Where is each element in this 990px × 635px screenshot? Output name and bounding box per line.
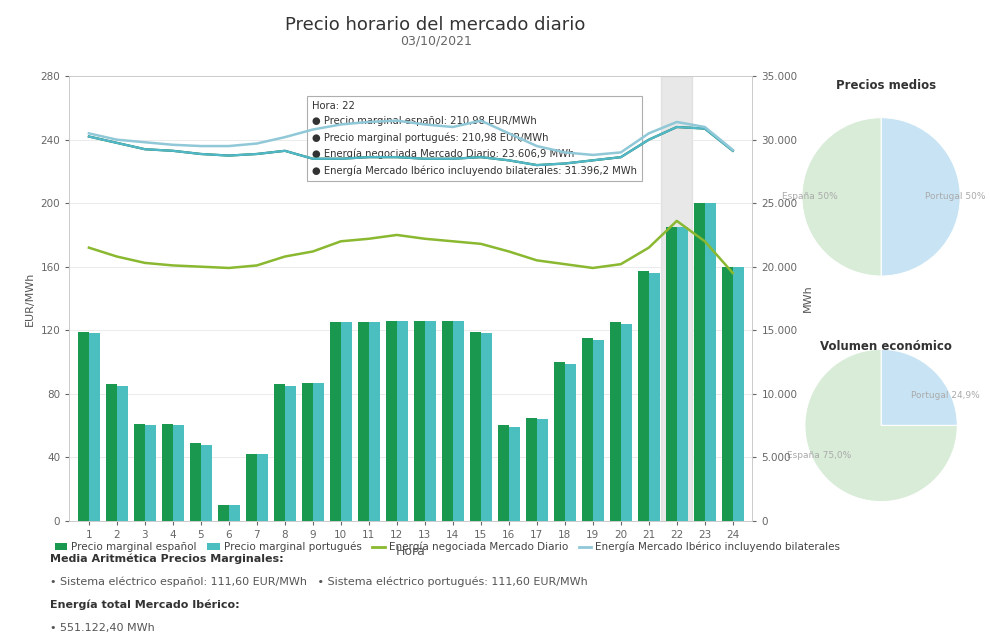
Bar xyxy=(273,384,285,521)
Bar xyxy=(414,321,425,521)
Bar xyxy=(229,505,241,521)
Text: Hora: 22
● Precio marginal español: 210,98 EUR/MWh
● Precio marginal portugués: : Hora: 22 ● Precio marginal español: 210,… xyxy=(312,101,637,176)
Bar xyxy=(357,323,369,521)
Bar xyxy=(161,424,173,521)
Bar xyxy=(218,505,229,521)
Text: • Sistema eléctrico español: 111,60 EUR/MWh   • Sistema eléctrico portugués: 111: • Sistema eléctrico español: 111,60 EUR/… xyxy=(50,577,587,587)
Bar xyxy=(134,424,145,521)
Bar xyxy=(256,454,268,521)
Bar xyxy=(397,321,408,521)
X-axis label: Hora: Hora xyxy=(396,545,426,558)
Bar xyxy=(665,227,677,521)
Bar xyxy=(610,323,621,521)
Bar xyxy=(677,227,688,521)
Bar xyxy=(452,321,464,521)
Bar xyxy=(733,267,744,521)
Bar xyxy=(582,338,593,521)
Text: Media Aritmética Precios Marginales:: Media Aritmética Precios Marginales: xyxy=(50,554,283,564)
Bar xyxy=(498,425,509,521)
Bar xyxy=(285,386,296,521)
Bar xyxy=(106,384,117,521)
Bar xyxy=(369,323,380,521)
Text: Precio horario del mercado diario: Precio horario del mercado diario xyxy=(285,16,586,34)
Bar xyxy=(621,324,632,521)
Text: Portugal 50%: Portugal 50% xyxy=(925,192,985,201)
Bar xyxy=(313,382,324,521)
Bar xyxy=(481,333,492,521)
Wedge shape xyxy=(881,349,957,425)
Text: España 50%: España 50% xyxy=(782,192,838,201)
Text: 03/10/2021: 03/10/2021 xyxy=(400,35,471,48)
Bar xyxy=(173,425,184,521)
Bar xyxy=(386,321,397,521)
Bar xyxy=(509,427,520,521)
Bar xyxy=(246,454,256,521)
Bar xyxy=(694,203,705,521)
Bar xyxy=(593,340,604,521)
Wedge shape xyxy=(805,349,957,502)
Bar xyxy=(302,382,313,521)
Bar xyxy=(330,323,341,521)
Bar xyxy=(425,321,436,521)
Bar xyxy=(201,444,212,521)
Legend: Precio marginal español, Precio marginal portugués, Energía negociada Mercado Di: Precio marginal español, Precio marginal… xyxy=(54,542,841,552)
Bar xyxy=(190,443,201,521)
Bar xyxy=(638,272,648,521)
Bar xyxy=(648,273,660,521)
Bar xyxy=(117,386,128,521)
Bar xyxy=(553,362,565,521)
Bar xyxy=(661,76,692,521)
Bar xyxy=(145,425,156,521)
Bar xyxy=(565,363,576,521)
Y-axis label: MWh: MWh xyxy=(803,284,813,312)
Bar xyxy=(537,419,548,521)
Text: • 551.122,40 MWh: • 551.122,40 MWh xyxy=(50,622,154,632)
Bar xyxy=(469,331,481,521)
Bar xyxy=(526,418,537,521)
Bar xyxy=(722,267,733,521)
Wedge shape xyxy=(802,117,881,276)
Text: España 75,0%: España 75,0% xyxy=(787,451,851,460)
Wedge shape xyxy=(881,117,960,276)
Text: Volumen económico: Volumen económico xyxy=(820,340,952,352)
Y-axis label: EUR/MWh: EUR/MWh xyxy=(25,271,35,326)
Bar xyxy=(705,203,716,521)
Bar xyxy=(77,331,89,521)
Bar xyxy=(341,323,352,521)
Text: Precios medios: Precios medios xyxy=(836,79,937,92)
Text: Portugal 24,9%: Portugal 24,9% xyxy=(911,391,979,400)
Bar xyxy=(89,333,100,521)
Text: Energía total Mercado Ibérico:: Energía total Mercado Ibérico: xyxy=(50,599,240,610)
Bar xyxy=(442,321,452,521)
